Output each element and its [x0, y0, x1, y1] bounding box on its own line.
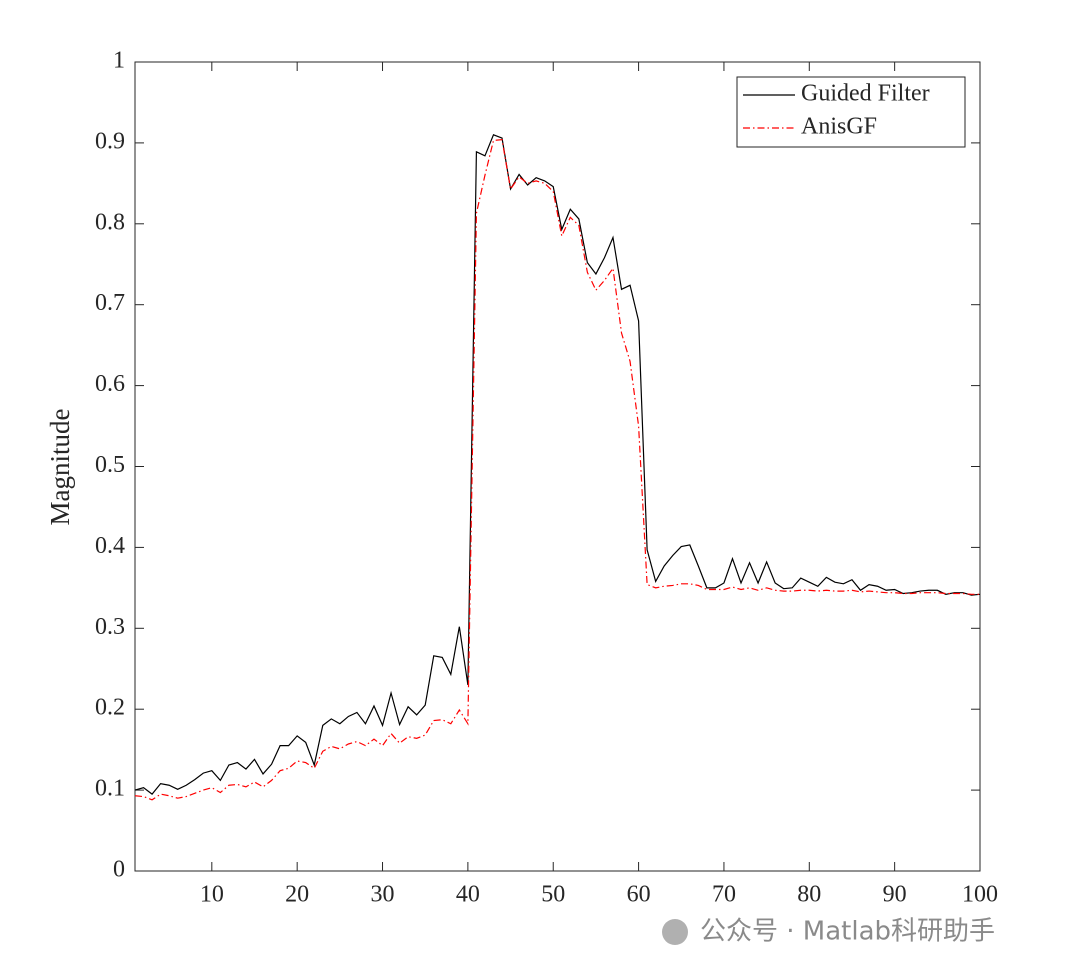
y-tick-label: 1	[113, 48, 125, 74]
legend-box	[736, 76, 966, 148]
legend: Guided Filter AnisGF	[736, 76, 966, 148]
watermark-icon	[662, 919, 688, 945]
y-tick-label: 0.1	[95, 776, 125, 802]
x-tick-label: 90	[883, 882, 907, 908]
y-tick-label: 0.7	[95, 290, 125, 316]
x-tick-label: 80	[797, 882, 821, 908]
x-tick-label: 100	[962, 882, 998, 908]
line-series	[134, 134, 981, 795]
line-series	[134, 139, 980, 801]
watermark-text: 公众号 · Matlab科研助手	[700, 917, 995, 947]
watermark: 公众号 · Matlab科研助手	[662, 917, 995, 947]
y-tick-label: 0.3	[95, 614, 125, 640]
x-tick-label: 10	[200, 882, 224, 908]
legend-label: AnisGF	[801, 114, 877, 140]
y-tick-label: 0.4	[95, 533, 125, 559]
x-tick-label: 30	[371, 882, 395, 908]
y-tick-label: 0.8	[95, 209, 125, 235]
x-tick-label: 40	[456, 882, 480, 908]
y-tick-label: 0.2	[95, 695, 125, 721]
axes-box	[134, 61, 981, 872]
legend-label: Guided Filter	[801, 81, 930, 107]
y-tick-label: 0.9	[95, 128, 125, 154]
x-tick-label: 20	[285, 882, 309, 908]
y-tick-label: 0	[113, 857, 125, 883]
x-tick-label: 50	[541, 882, 565, 908]
x-tick-label: 70	[712, 882, 736, 908]
y-tick-label: 0.6	[95, 371, 125, 397]
y-tick-label: 0.5	[95, 452, 125, 478]
x-tick-label: 60	[627, 882, 651, 908]
y-axis-label: Magnitude	[45, 408, 75, 525]
